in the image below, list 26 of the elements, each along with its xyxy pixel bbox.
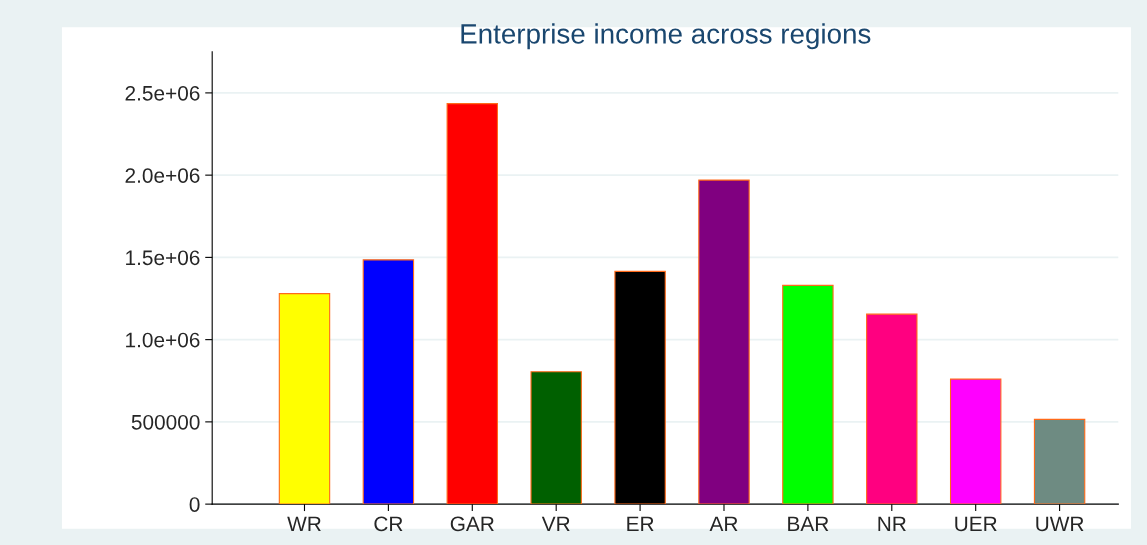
bar — [1033, 418, 1086, 505]
y-tick-label: 1.5e+06 — [126, 250, 200, 266]
y-tick-label: 500000 — [131, 414, 200, 430]
x-tick-label: UWR — [1036, 516, 1084, 532]
chart-title: Enterprise income across regions — [461, 23, 871, 50]
bar — [782, 284, 834, 505]
x-tick-label: ER — [627, 516, 654, 532]
x-tick-label: GAR — [450, 516, 494, 532]
bar — [866, 313, 918, 505]
bar — [278, 293, 331, 505]
x-tick-label: VR — [541, 516, 570, 532]
x-tick-label: UER — [955, 516, 997, 532]
bar — [530, 371, 582, 505]
y-tick-label: 0 — [189, 497, 200, 512]
y-tick-label: 2.0e+06 — [125, 168, 200, 183]
x-tick-label: AR — [709, 516, 738, 532]
bar — [698, 179, 750, 505]
bar — [949, 378, 1002, 505]
x-tick-label: WR — [287, 516, 321, 532]
bar — [362, 259, 415, 505]
x-tick-label: NR — [878, 516, 906, 532]
x-tick-label: CR — [374, 516, 403, 532]
y-tick-label: 1.0e+06 — [126, 332, 200, 348]
bar — [446, 103, 499, 505]
x-tick-label: BAR — [788, 516, 829, 532]
y-tick-label: 2.5e+06 — [125, 85, 200, 101]
